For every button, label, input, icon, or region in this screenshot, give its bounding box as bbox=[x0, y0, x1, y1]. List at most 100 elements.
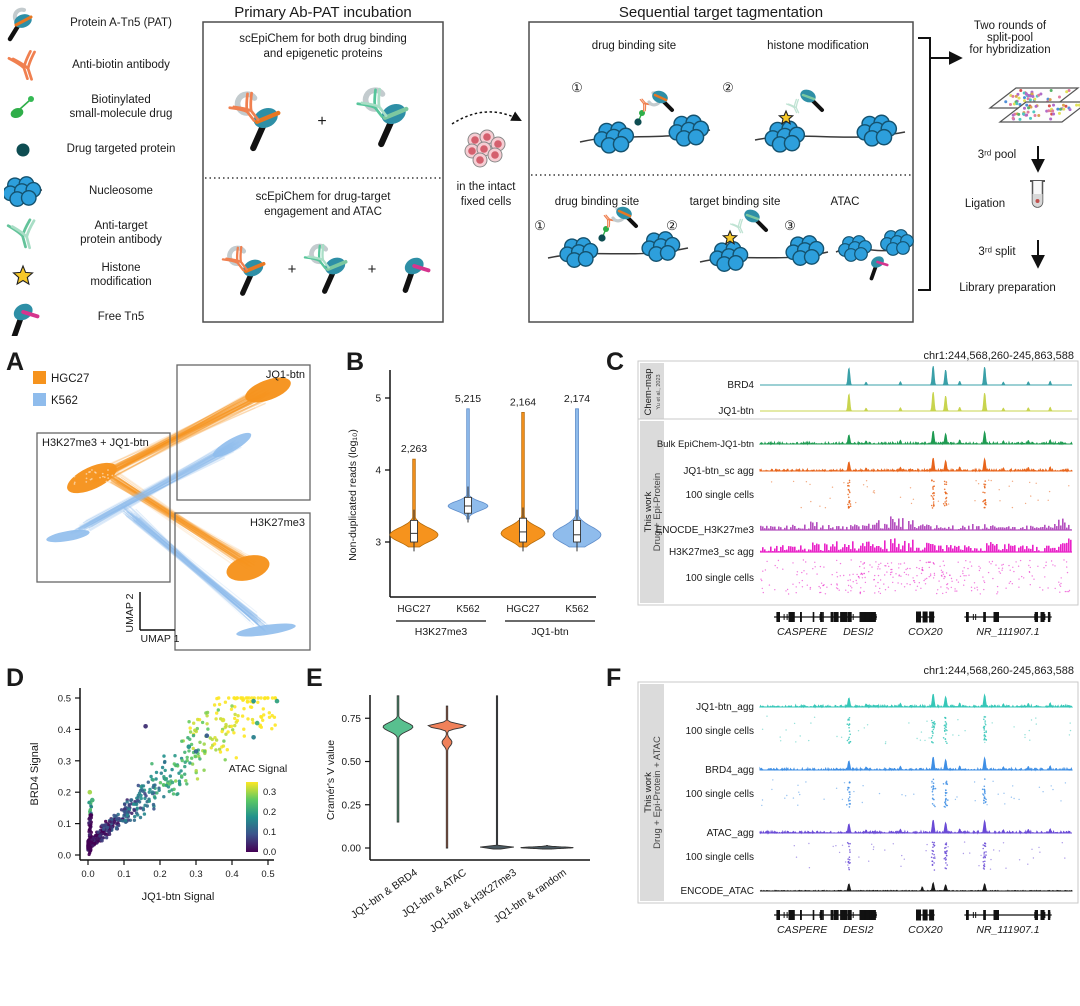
single-cell-dots-track bbox=[760, 559, 1071, 595]
umap-dense-cluster bbox=[212, 432, 252, 458]
step-label: target binding site bbox=[689, 196, 781, 208]
pat-antibody-complex bbox=[221, 245, 266, 296]
step-label: ATAC bbox=[830, 196, 860, 208]
legend-item-label: Anti-target protein antibody bbox=[80, 220, 162, 246]
workflow-pool3-label: 3ʳᵈ pool bbox=[977, 149, 1017, 161]
gene-label: NR_111907.1 bbox=[976, 924, 1039, 936]
legend-item: Free Tn5 bbox=[4, 300, 194, 336]
legend-item-label: Anti-biotin antibody bbox=[72, 59, 170, 72]
legend-label: K562 bbox=[51, 395, 78, 407]
gene-label: NR_111907.1 bbox=[976, 626, 1039, 638]
y-axis-label: BRD4 Signal bbox=[29, 743, 41, 806]
split-pool-plate bbox=[998, 101, 1080, 123]
legend-item: Histone modification bbox=[4, 258, 194, 294]
gene-label: CASPERE bbox=[777, 924, 828, 936]
workflow-ligation-label: Ligation bbox=[964, 198, 1006, 210]
boxplot bbox=[410, 519, 418, 543]
gene-annotation-row bbox=[774, 611, 1052, 623]
single-cell-dots-track bbox=[793, 841, 1066, 871]
single-cell-dots-track bbox=[761, 715, 1072, 745]
umap-x-label: UMAP 1 bbox=[141, 633, 180, 645]
histone-modification-icon bbox=[12, 264, 34, 286]
y-tick-label: 0.0 bbox=[58, 851, 71, 862]
histone-modification-icon bbox=[721, 229, 739, 245]
gene-annotation-row bbox=[774, 909, 1052, 921]
boxplot bbox=[519, 517, 527, 543]
panel-b-violin: 3 4 5 Non-duplicated reads (log₁₀) 2,263 HGC2… bbox=[347, 370, 602, 638]
track-label: Bulk EpiChem-JQ1-btn bbox=[657, 439, 754, 450]
umap-streak bbox=[84, 383, 273, 487]
boxplot bbox=[464, 496, 472, 514]
pat-antibody-complex bbox=[356, 87, 409, 148]
track-label: JQ1-btn bbox=[718, 406, 754, 417]
track-label: 100 single cells bbox=[686, 789, 754, 800]
primary-top-caption: scEpiChem for both drug binding and epig… bbox=[239, 33, 407, 60]
track-label: ATAC_agg bbox=[707, 828, 754, 839]
drug-targeted-protein-icon bbox=[16, 143, 30, 157]
panel-a-umap: JQ1-btn H3K27me3 + JQ1-btn H3K27me3 HGC27 K5… bbox=[33, 364, 311, 651]
track-label: BRD4_agg bbox=[705, 765, 754, 776]
y-tick-label: 0.1 bbox=[58, 819, 71, 830]
track-group-box bbox=[637, 360, 1079, 424]
legend-swatch-hgc27 bbox=[33, 371, 46, 384]
track-label: JQ1-btn_agg bbox=[696, 702, 754, 713]
legend-item: Anti-target protein antibody bbox=[4, 216, 194, 252]
legend-item: Protein A-Tn5 (PAT) bbox=[4, 6, 194, 42]
legend-item-label: Nucleosome bbox=[89, 185, 153, 198]
colorbar-tick-label: 0.3 bbox=[263, 787, 276, 798]
nucleosome-icon bbox=[785, 235, 825, 266]
signal-peaks-track bbox=[759, 693, 1074, 709]
median-count-label: 2,164 bbox=[510, 396, 536, 408]
drug-targeted-protein-icon bbox=[634, 118, 642, 126]
x-tick-label: 0.2 bbox=[153, 869, 166, 880]
x-category-label: JQ1-btn & H3K27me3 bbox=[428, 867, 519, 936]
track-label: 100 single cells bbox=[686, 726, 754, 737]
signal-peaks-track bbox=[759, 430, 1073, 446]
anti-target-antibody-icon bbox=[6, 218, 36, 250]
legend-item: Drug targeted protein bbox=[4, 132, 194, 168]
gene-label: DESI2 bbox=[843, 924, 874, 936]
panel-e-letter: E bbox=[306, 664, 323, 692]
track-label: 100 single cells bbox=[686, 490, 754, 501]
locus-header: chr1:244,568,260-245,863,588 bbox=[924, 665, 1074, 677]
nucleosome-icon bbox=[4, 176, 42, 207]
track-group-label: This work bbox=[643, 491, 654, 532]
group-label: H3K27me3 bbox=[415, 626, 468, 638]
workflow-split-pool-label: Two rounds of split-pool for hybridizati… bbox=[969, 20, 1051, 56]
y-axis-label: Cramér's V value bbox=[325, 740, 337, 820]
cluster-box bbox=[176, 364, 311, 501]
colorbar-tick-label: 0.1 bbox=[263, 827, 276, 838]
cluster-box-label: H3K27me3 bbox=[250, 517, 305, 529]
nucleosome-icon bbox=[709, 241, 749, 272]
step-number: ① bbox=[571, 80, 583, 95]
track-label: ENCODE_ATAC bbox=[680, 886, 754, 897]
pat-antibody-complex bbox=[228, 91, 281, 152]
workflow-library-label: Library preparation bbox=[959, 282, 1056, 294]
panel-b-letter: B bbox=[346, 348, 365, 376]
fixed-cells-cluster bbox=[464, 129, 506, 168]
free-tn5-icon bbox=[11, 303, 40, 336]
track-group-label: Chem-map bbox=[643, 369, 654, 416]
signal-peaks-track bbox=[759, 756, 1073, 772]
primary-bottom-caption: scEpiChem for drug-target engagement and… bbox=[255, 191, 391, 218]
antibody-icon bbox=[7, 50, 36, 81]
umap-dense-cluster bbox=[226, 555, 270, 581]
track-group-sidebar bbox=[640, 684, 664, 901]
y-tick-label: 0.00 bbox=[342, 844, 362, 855]
signal-peaks-track bbox=[759, 881, 1073, 892]
umap-dense-cluster bbox=[67, 462, 117, 494]
violin bbox=[520, 844, 574, 850]
track-label: H3K27me3_sc agg bbox=[669, 547, 754, 558]
track-group-sublabel: Drug + Epi-Protein + ATAC bbox=[652, 736, 663, 849]
antibody-icon bbox=[221, 245, 248, 272]
panel-a-letter: A bbox=[6, 348, 25, 376]
free-tn5-icon bbox=[402, 257, 431, 293]
violin bbox=[500, 412, 546, 548]
legend-item: Anti-biotin antibody bbox=[4, 48, 194, 84]
y-tick-label: 0.4 bbox=[58, 725, 71, 736]
violin bbox=[382, 695, 414, 823]
y-tick-label: 0.2 bbox=[58, 788, 71, 799]
y-tick-label: 0.3 bbox=[58, 756, 71, 767]
y-tick-label: 4 bbox=[375, 466, 381, 477]
x-category-label: HGC27 bbox=[397, 604, 431, 615]
